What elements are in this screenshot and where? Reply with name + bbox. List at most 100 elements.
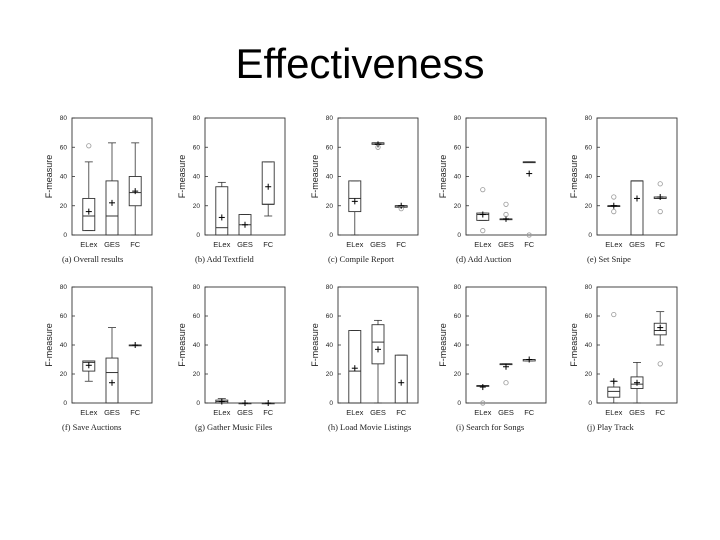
y-axis-label: F-measure [44,155,54,199]
y-tick-label: 0 [588,232,592,239]
outlier-point [657,181,663,187]
y-tick-label: 60 [60,313,68,320]
outlier-point [480,187,486,193]
iqr-box [261,161,275,205]
y-tick-label: 60 [326,144,334,151]
y-tick-label: 20 [454,371,462,378]
x-tick-label: FC [130,408,141,417]
y-axis-label: F-measure [438,323,448,367]
y-tick-label: 60 [454,144,462,151]
y-tick-label: 20 [585,371,593,378]
y-tick-label: 40 [585,342,593,349]
outlier-point [503,380,509,386]
y-tick-label: 60 [585,144,593,151]
outlier-point [526,232,532,238]
y-tick-label: 40 [585,174,593,181]
x-tick-label: GES [629,408,645,417]
iqr-box [607,386,621,398]
outlier-point [480,228,486,234]
iqr-box [653,322,667,336]
x-tick-label: ELex [605,408,622,417]
outlier-point [503,201,509,207]
chart-panel-g: 0 20 40 60 80 F-measure ELex GES FC (g) Gather Mu… [177,284,286,432]
chart-panel-a: 0 20 40 60 80 F-measure ELex GES FC (a) Overall r… [44,115,153,264]
y-tick-label: 20 [60,371,68,378]
x-tick-label: GES [370,240,386,249]
outlier-point [657,361,663,367]
x-tick-label: ELex [80,240,97,249]
y-tick-label: 60 [60,144,68,151]
y-tick-label: 40 [454,342,462,349]
iqr-box [128,176,142,207]
y-tick-label: 60 [193,144,201,151]
plot-frame [596,117,678,236]
y-axis-label: F-measure [177,323,187,367]
y-tick-label: 0 [329,400,333,407]
y-tick-label: 20 [60,203,68,210]
iqr-box [371,324,385,365]
plot-frame [204,286,286,404]
outlier-point [480,400,486,406]
x-tick-label: FC [655,240,666,249]
chart-panel-c: 0 20 40 60 80 F-measure ELex GES FC(c) Compile R… [310,115,419,264]
y-tick-label: 40 [60,342,68,349]
y-tick-label: 0 [329,232,333,239]
iqr-box [348,180,362,213]
y-tick-label: 20 [326,371,334,378]
x-tick-label: FC [263,240,274,249]
x-tick-label: GES [498,408,514,417]
plot-frame [204,117,286,236]
iqr-box [348,330,362,404]
iqr-box [394,354,408,404]
y-axis-label: F-measure [438,155,448,199]
chart-caption: (h) Load Movie Listings [328,422,411,432]
y-tick-label: 80 [585,284,593,291]
chart-panel-e: 0 20 40 60 80 F-measure ELex GES FC (e) Set Snipe [569,115,678,264]
y-axis-label: F-measure [44,323,54,367]
x-tick-label: GES [498,240,514,249]
y-tick-label: 40 [193,342,201,349]
chart-panel-i: 0 20 40 60 80 F-measure ELex GES FC(i) Search fo… [438,284,547,432]
x-tick-label: GES [104,408,120,417]
chart-caption: (d) Add Auction [456,254,512,264]
x-tick-label: ELex [346,408,363,417]
y-tick-label: 60 [454,313,462,320]
y-tick-label: 20 [193,203,201,210]
y-tick-label: 80 [60,115,68,122]
x-tick-label: ELex [213,240,230,249]
outlier-point [86,143,92,149]
chart-panel-h: 0 20 40 60 80 F-measure ELex GES FC (h) Load Movi… [310,284,419,432]
y-tick-label: 40 [193,174,201,181]
y-tick-label: 40 [326,342,334,349]
outlier-point [611,209,617,215]
outlier-point [611,311,617,318]
y-tick-label: 80 [454,284,462,291]
x-tick-label: FC [524,240,535,249]
x-tick-label: ELex [80,408,97,417]
x-tick-label: FC [396,408,407,417]
x-tick-label: GES [370,408,386,417]
y-tick-label: 40 [454,174,462,181]
y-tick-label: 40 [326,174,334,181]
x-tick-label: GES [237,408,253,417]
chart-caption: (a) Overall results [62,254,123,264]
outlier-point [657,209,663,215]
chart-caption: (b) Add Textfield [195,254,254,264]
chart-caption: (e) Set Snipe [587,254,631,264]
y-tick-label: 20 [585,203,593,210]
chart-panel-j: 0 20 40 60 80 F-measure ELex GES FC (j) Play Trac… [569,284,678,432]
x-tick-label: ELex [474,240,491,249]
y-tick-label: 60 [326,313,334,320]
y-tick-label: 0 [457,232,461,239]
y-axis-label: F-measure [177,155,187,199]
y-tick-label: 80 [193,284,201,291]
iqr-box [105,357,119,404]
y-tick-label: 20 [193,371,201,378]
outlier-point [503,211,509,218]
y-tick-label: 80 [326,115,334,122]
iqr-box [630,180,644,236]
y-tick-label: 0 [63,232,67,239]
outlier-point [375,144,381,150]
chart-caption: (g) Gather Music Files [195,422,272,432]
